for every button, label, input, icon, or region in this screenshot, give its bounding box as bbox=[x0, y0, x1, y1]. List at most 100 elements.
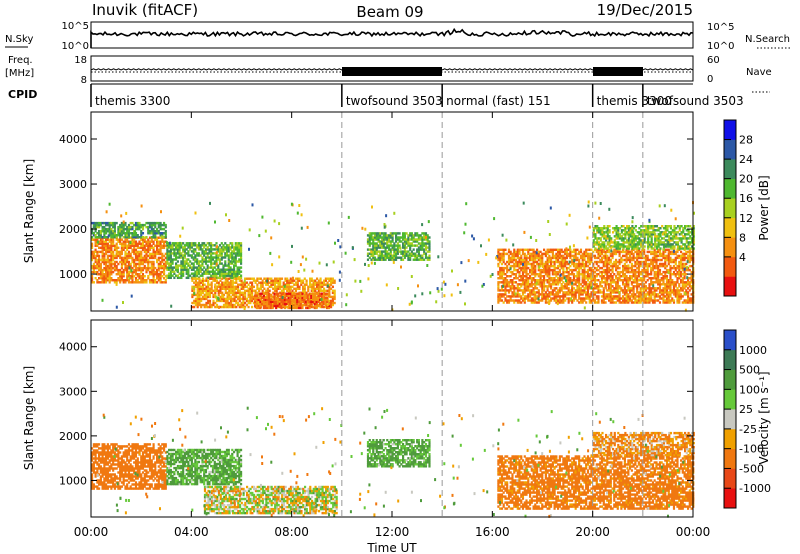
data-cell bbox=[529, 299, 532, 302]
data-cell bbox=[560, 250, 563, 254]
data-cell bbox=[373, 242, 377, 245]
data-cell bbox=[113, 234, 116, 237]
data-cell bbox=[551, 252, 554, 256]
data-cell bbox=[150, 225, 153, 229]
data-cell bbox=[555, 281, 558, 284]
data-cell bbox=[576, 273, 579, 276]
data-cell bbox=[127, 260, 131, 264]
data-cell bbox=[192, 258, 195, 261]
data-cell bbox=[308, 292, 311, 295]
data-cell bbox=[228, 305, 231, 309]
data-cell bbox=[163, 232, 166, 235]
data-cell bbox=[233, 287, 236, 291]
data-cell bbox=[238, 248, 241, 251]
data-cell bbox=[609, 289, 612, 292]
data-cell bbox=[576, 277, 579, 280]
data-cell bbox=[560, 262, 563, 266]
data-cell bbox=[231, 305, 234, 309]
data-cell bbox=[207, 295, 210, 299]
data-cell bbox=[110, 227, 113, 231]
data-cell bbox=[657, 266, 660, 270]
data-cell bbox=[574, 281, 577, 284]
data-cell bbox=[597, 279, 600, 282]
data-cell bbox=[602, 268, 605, 272]
data-cell bbox=[328, 285, 331, 289]
data-cell bbox=[636, 248, 639, 252]
data-cell bbox=[669, 301, 672, 304]
data-cell bbox=[282, 281, 285, 284]
data-cell bbox=[286, 281, 289, 284]
data-cell bbox=[251, 305, 254, 309]
data-cell bbox=[548, 299, 551, 302]
data-cell bbox=[220, 256, 223, 259]
data-cell bbox=[131, 277, 134, 280]
data-cell bbox=[636, 279, 639, 282]
data-cell bbox=[506, 264, 509, 268]
data-cell bbox=[500, 295, 504, 298]
data-cell bbox=[499, 258, 502, 262]
data-cell bbox=[611, 279, 614, 282]
data-cell bbox=[310, 294, 313, 298]
data-cell bbox=[644, 262, 647, 266]
data-cell bbox=[581, 285, 584, 288]
data-cell bbox=[127, 275, 131, 278]
data-cell bbox=[152, 236, 155, 239]
data-cell bbox=[664, 287, 667, 290]
data-cell bbox=[391, 248, 394, 251]
data-cell bbox=[175, 258, 178, 261]
data-cell bbox=[581, 252, 584, 256]
data-cell bbox=[154, 250, 157, 254]
data-cell bbox=[402, 238, 405, 241]
data-cell bbox=[141, 242, 145, 246]
data-cell bbox=[518, 275, 521, 278]
data-cell bbox=[588, 281, 591, 284]
data-cell bbox=[255, 304, 258, 308]
data-cell bbox=[127, 223, 131, 227]
data-cell bbox=[217, 248, 220, 251]
data-cell bbox=[372, 240, 375, 243]
data-cell bbox=[240, 305, 243, 309]
data-cell bbox=[237, 295, 240, 299]
data-cell bbox=[313, 302, 316, 306]
data-cell bbox=[525, 281, 528, 284]
data-cell bbox=[555, 275, 558, 278]
data-cell bbox=[266, 283, 269, 286]
data-cell bbox=[208, 303, 212, 307]
data-cell bbox=[133, 252, 136, 256]
data-cell bbox=[91, 266, 94, 270]
nsky-tick-low: 10^0 bbox=[62, 41, 89, 52]
data-cell bbox=[206, 260, 209, 263]
data-cell bbox=[220, 270, 223, 273]
data-cell bbox=[544, 291, 547, 294]
data-cell bbox=[558, 281, 561, 284]
data-cell bbox=[550, 293, 553, 296]
data-cell bbox=[300, 281, 303, 284]
data-cell bbox=[618, 297, 621, 300]
data-cell bbox=[242, 287, 245, 291]
data-cell bbox=[639, 299, 642, 302]
data-cell bbox=[127, 225, 131, 229]
data-cell bbox=[426, 258, 429, 261]
data-cell bbox=[91, 258, 94, 262]
data-cell bbox=[291, 279, 294, 282]
data-cell bbox=[279, 287, 282, 291]
data-cell bbox=[578, 281, 581, 284]
data-cell bbox=[229, 242, 232, 245]
data-cell bbox=[201, 295, 205, 299]
data-cell bbox=[280, 296, 283, 300]
data-cell bbox=[161, 258, 164, 262]
data-cell bbox=[579, 264, 583, 268]
data-cell bbox=[583, 258, 586, 262]
data-cell bbox=[599, 285, 602, 288]
data-cell bbox=[410, 238, 413, 241]
data-cell bbox=[138, 240, 141, 243]
data-cell bbox=[105, 223, 108, 227]
data-cell bbox=[553, 283, 556, 286]
data-cell bbox=[497, 289, 500, 292]
data-cell bbox=[555, 301, 558, 304]
data-cell bbox=[366, 252, 370, 255]
data-cell bbox=[159, 270, 162, 274]
data-cell bbox=[660, 264, 663, 268]
data-cell bbox=[523, 279, 526, 282]
data-cell bbox=[604, 285, 607, 288]
